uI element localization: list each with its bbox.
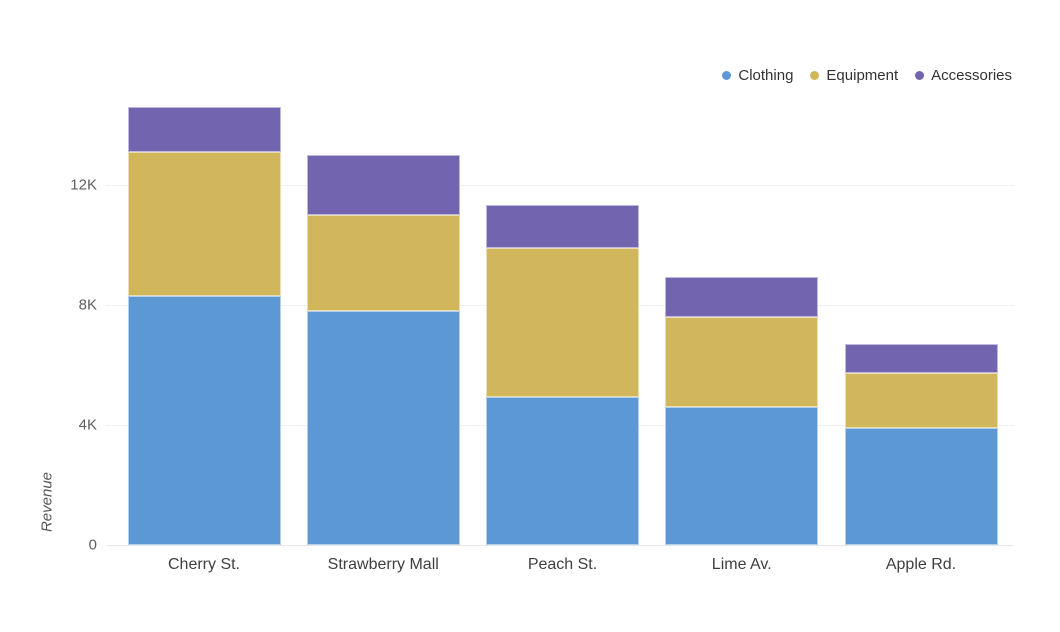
legend-swatch-icon — [915, 71, 925, 80]
x-tick-label-strawberry-mall: Strawberry Mall — [327, 556, 439, 573]
bar-segment-clothing-apple-rd[interactable] — [844, 428, 998, 545]
y-tick-label-0: 0 — [88, 536, 97, 554]
bar-segment-clothing-lime-av[interactable] — [665, 407, 819, 545]
legend-item-clothing[interactable]: Clothing — [722, 67, 793, 84]
bar-segment-clothing-cherry-st[interactable] — [127, 296, 281, 545]
gridline-12K — [106, 185, 1014, 186]
bar-segment-equipment-apple-rd[interactable] — [844, 372, 998, 428]
legend-item-equipment[interactable]: Equipment — [810, 67, 898, 84]
bar-segment-equipment-cherry-st[interactable] — [127, 152, 281, 296]
bar-segment-accessories-peach-st[interactable] — [486, 204, 639, 248]
gridline-0 — [106, 545, 1014, 546]
legend-label: Equipment — [826, 67, 899, 84]
bar-segment-clothing-peach-st[interactable] — [486, 396, 639, 545]
x-tick-label-peach-st: Peach St. — [527, 556, 598, 573]
bar-segment-equipment-peach-st[interactable] — [486, 248, 639, 397]
legend-item-accessories[interactable]: Accessories — [915, 67, 1012, 84]
legend-label: Clothing — [738, 67, 794, 84]
x-tick-label-lime-av: Lime Av. — [711, 556, 772, 573]
y-tick-label-8K: 8K — [78, 296, 97, 314]
legend-swatch-icon — [810, 71, 820, 80]
x-tick-label-cherry-st: Cherry St. — [167, 556, 240, 573]
bar-segment-accessories-cherry-st[interactable] — [127, 107, 281, 152]
bar-segment-accessories-strawberry-mall[interactable] — [306, 155, 460, 215]
chart-legend: Clothing Equipment Accessories — [722, 67, 1012, 84]
bar-segment-accessories-apple-rd[interactable] — [844, 344, 998, 373]
bar-segment-equipment-strawberry-mall[interactable] — [306, 215, 460, 311]
bar-segment-equipment-lime-av[interactable] — [665, 317, 819, 407]
bar-segment-clothing-strawberry-mall[interactable] — [306, 311, 460, 545]
legend-label: Accessories — [931, 67, 1012, 84]
x-tick-label-apple-rd: Apple Rd. — [885, 556, 957, 573]
y-tick-label-12K: 12K — [70, 176, 97, 194]
legend-swatch-icon — [722, 71, 732, 80]
y-tick-label-4K: 4K — [78, 416, 97, 434]
bar-segment-accessories-lime-av[interactable] — [665, 276, 819, 317]
y-axis-title: Revenue — [38, 471, 56, 533]
